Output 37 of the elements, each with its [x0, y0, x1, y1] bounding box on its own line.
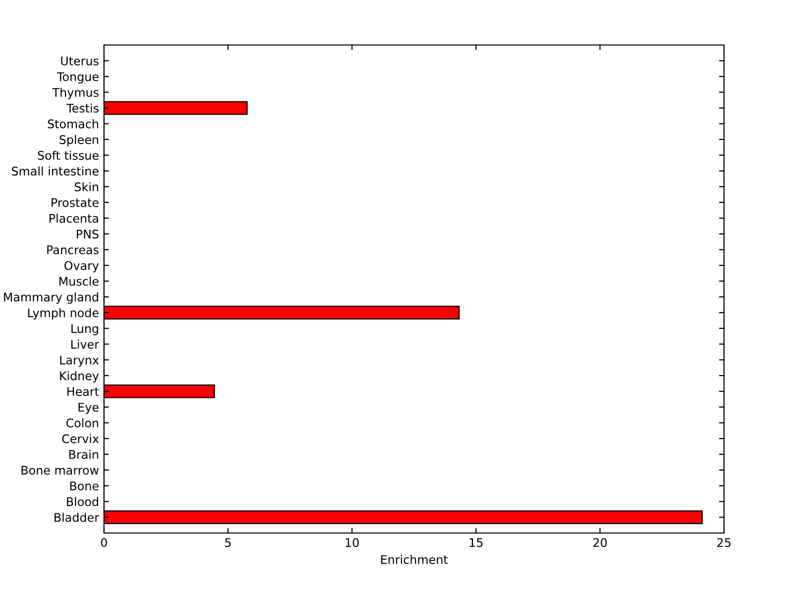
x-tick-label: 10 [346, 538, 359, 547]
y-tick-label: Soft tissue [38, 150, 99, 160]
x-tick-label: 20 [593, 538, 607, 547]
y-tick-label: PNS [76, 230, 98, 239]
y-tick-label: Bone [70, 482, 99, 490]
y-tick-label: Prostate [52, 198, 99, 208]
y-tick-label: Ovary [64, 261, 99, 272]
x-axis-title: Enrichment [381, 554, 448, 564]
y-tick-label: Kidney [60, 371, 99, 383]
y-tick-label: Mammary gland [4, 292, 98, 304]
y-tick-label: Liver [71, 340, 100, 349]
y-tick-label: Larynx [60, 356, 99, 367]
y-tick-label: Muscle [59, 276, 99, 286]
y-tick-label: Cervix [62, 434, 99, 444]
y-tick-label: Heart [67, 387, 99, 396]
y-tick-label: Placenta [50, 214, 98, 223]
y-tick-label: Spleen [60, 134, 98, 146]
y-tick-label: Bone marrow [22, 466, 99, 475]
y-tick-label: Stomach [48, 119, 98, 128]
y-tick-label: Bladder [54, 512, 100, 522]
y-tick-label: Blood [66, 497, 98, 506]
y-tick-label: Small intestine [12, 166, 99, 176]
y-tick-label: Colon [66, 418, 98, 428]
x-tick-label: 25 [717, 538, 730, 547]
y-tick-label: Thymus [52, 88, 99, 100]
y-tick-label: Eye [78, 402, 99, 414]
x-tick-label: 5 [225, 538, 231, 547]
x-tick-label: 15 [470, 538, 482, 547]
y-tick-label: Skin [74, 182, 98, 192]
y-tick-label: Brain [69, 450, 98, 459]
y-tick-label: Lymph node [28, 308, 99, 320]
y-tick-label: Tongue [56, 72, 99, 84]
y-tick-label: Pancreas [47, 246, 99, 254]
y-tick-label: Testis [66, 103, 99, 113]
x-tick-label: 0 [101, 538, 107, 547]
y-tick-label: Uterus [61, 56, 99, 66]
y-tick-label: Lung [71, 324, 98, 336]
